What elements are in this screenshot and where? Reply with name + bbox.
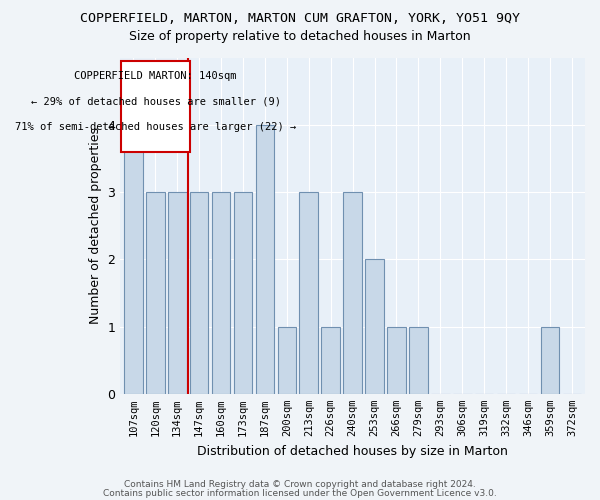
Bar [124, 125, 143, 394]
Text: COPPERFIELD, MARTON, MARTON CUM GRAFTON, YORK, YO51 9QY: COPPERFIELD, MARTON, MARTON CUM GRAFTON,… [80, 12, 520, 26]
Text: Contains HM Land Registry data © Crown copyright and database right 2024.: Contains HM Land Registry data © Crown c… [124, 480, 476, 489]
Text: Contains public sector information licensed under the Open Government Licence v3: Contains public sector information licen… [103, 488, 497, 498]
Text: 71% of semi-detached houses are larger (22) →: 71% of semi-detached houses are larger (… [15, 122, 296, 132]
Bar [190, 192, 208, 394]
Text: ← 29% of detached houses are smaller (9): ← 29% of detached houses are smaller (9) [31, 96, 281, 106]
Bar [212, 192, 230, 394]
Bar [233, 192, 252, 394]
Bar [343, 192, 362, 394]
Bar [409, 326, 428, 394]
Bar [541, 326, 559, 394]
FancyBboxPatch shape [121, 61, 190, 152]
Bar [168, 192, 187, 394]
Bar [256, 125, 274, 394]
Text: Size of property relative to detached houses in Marton: Size of property relative to detached ho… [129, 30, 471, 43]
X-axis label: Distribution of detached houses by size in Marton: Distribution of detached houses by size … [197, 444, 508, 458]
Bar [365, 260, 384, 394]
Bar [278, 326, 296, 394]
Y-axis label: Number of detached properties: Number of detached properties [89, 127, 102, 324]
Bar [322, 326, 340, 394]
Bar [387, 326, 406, 394]
Bar [299, 192, 318, 394]
Text: COPPERFIELD MARTON: 140sqm: COPPERFIELD MARTON: 140sqm [74, 72, 237, 82]
Bar [146, 192, 164, 394]
